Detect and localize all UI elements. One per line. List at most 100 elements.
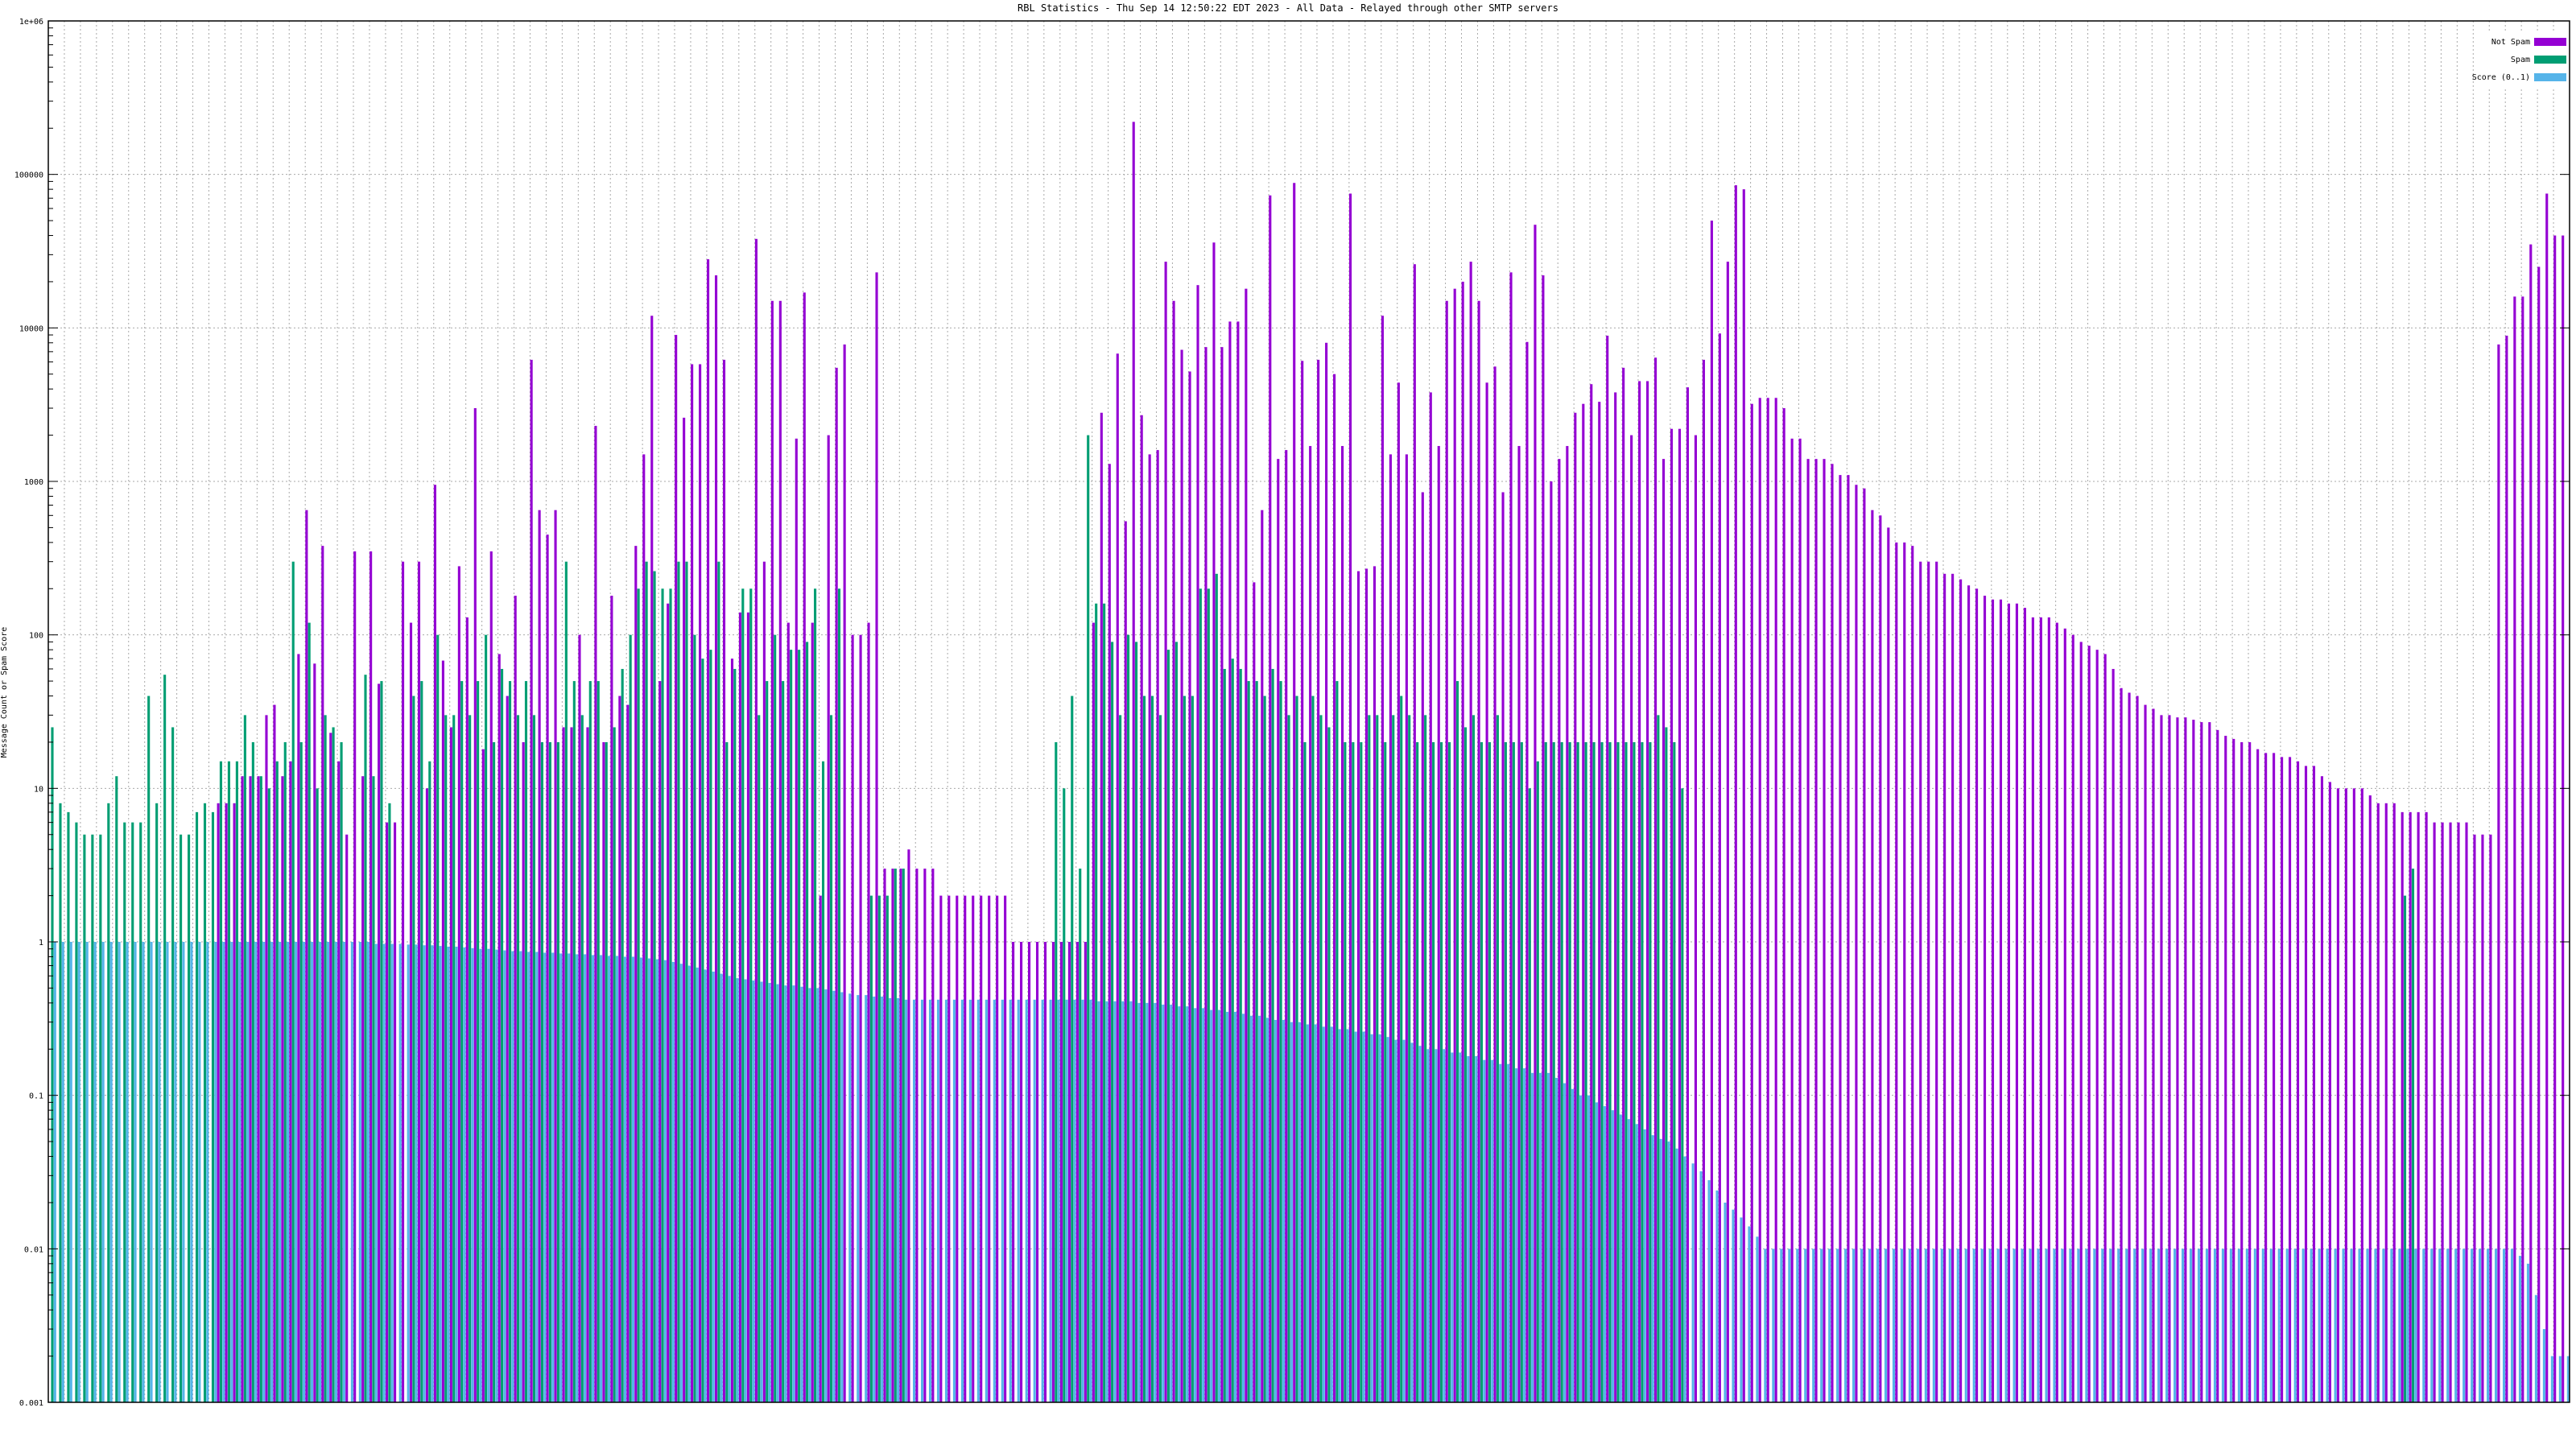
bar-spam (782, 681, 785, 1402)
bar-not-spam (217, 803, 220, 1402)
bar-score (527, 952, 530, 1402)
bar-not-spam (225, 803, 228, 1402)
bar-not-spam (1686, 387, 1690, 1402)
bar-spam (1665, 727, 1668, 1402)
bar-not-spam (1035, 942, 1039, 1402)
bar-not-spam (1582, 403, 1585, 1403)
bar-not-spam (722, 359, 726, 1402)
bar-not-spam (626, 704, 630, 1402)
bar-spam (597, 681, 600, 1402)
bar-spam (1432, 741, 1435, 1402)
bar-score (254, 942, 258, 1402)
bar-not-spam (394, 822, 397, 1402)
bar-score (2334, 1249, 2337, 1402)
bar-not-spam (2505, 335, 2508, 1403)
bar-not-spam (361, 776, 365, 1402)
bar-spam (452, 715, 456, 1402)
bar-score (1186, 1006, 1189, 1402)
bar-not-spam (1012, 942, 1015, 1402)
bar-score (1579, 1095, 1583, 1402)
bar-not-spam (378, 683, 381, 1402)
bar-not-spam (1983, 595, 1987, 1402)
bar-not-spam (1726, 262, 1729, 1402)
bar-spam (1150, 696, 1154, 1402)
bar-not-spam (401, 561, 405, 1402)
bar-not-spam (425, 788, 429, 1402)
bar-not-spam (1309, 446, 1312, 1403)
bar-not-spam (522, 741, 525, 1402)
bar-score (1691, 1163, 1695, 1402)
bar-spam (766, 681, 769, 1402)
bar-spam (251, 741, 254, 1402)
bar-spam (1408, 715, 1411, 1402)
legend-label-spam: Spam (2511, 56, 2530, 64)
bar-score (592, 955, 595, 1402)
bar-score (2085, 1249, 2088, 1402)
bar-spam (91, 834, 94, 1402)
bar-score (889, 997, 892, 1402)
bar-spam (661, 588, 664, 1402)
bar-spam (1592, 741, 1596, 1402)
bar-score (1362, 1031, 1365, 1402)
bar-not-spam (915, 869, 919, 1402)
bar-score (302, 942, 306, 1402)
bar-score (663, 960, 667, 1402)
bar-spam (171, 727, 175, 1402)
bar-spam (1488, 741, 1491, 1402)
bar-spam (469, 715, 472, 1402)
legend-swatch-score (2534, 73, 2566, 81)
bar-not-spam (2248, 741, 2252, 1402)
bar-not-spam (2425, 811, 2428, 1402)
bar-spam (894, 869, 897, 1402)
bar-not-spam (907, 849, 910, 1402)
bar-not-spam (481, 749, 485, 1402)
bar-spam (308, 622, 311, 1402)
bar-score (1475, 1055, 1478, 1402)
bar-not-spam (1381, 316, 1384, 1403)
bar-not-spam (2224, 736, 2227, 1402)
bar-score (2221, 1249, 2224, 1402)
bar-spam (163, 675, 167, 1402)
bar-not-spam (546, 535, 549, 1402)
bar-spam (837, 588, 841, 1402)
bar-not-spam (1092, 622, 1095, 1402)
bar-spam (243, 715, 246, 1402)
bar-score (2390, 1249, 2393, 1402)
bar-not-spam (1204, 347, 1208, 1402)
bar-not-spam (956, 895, 959, 1402)
bar-score (390, 943, 394, 1402)
bar-not-spam (1067, 942, 1071, 1402)
bar-not-spam (2007, 603, 2011, 1402)
bar-score (1515, 1068, 1518, 1402)
bar-score (310, 942, 314, 1402)
bar-score (1732, 1209, 1735, 1402)
bar-score (53, 942, 56, 1402)
bar-score (2229, 1249, 2232, 1402)
bar-not-spam (1027, 942, 1031, 1402)
bar-score (1860, 1249, 1864, 1402)
bar-score (1370, 1034, 1373, 1402)
bar-not-spam (1285, 450, 1288, 1403)
bar-not-spam (1702, 359, 1705, 1402)
bar-spam (1215, 573, 1218, 1403)
bar-score (1443, 1049, 1446, 1402)
bar-score (1402, 1039, 1406, 1402)
bar-not-spam (875, 272, 878, 1402)
bar-spam (1576, 741, 1579, 1402)
bar-score (1539, 1072, 1542, 1402)
bar-not-spam (1333, 374, 1336, 1402)
bar-score (752, 980, 755, 1402)
bar-score (519, 951, 522, 1402)
bar-not-spam (730, 658, 734, 1402)
bar-not-spam (1084, 942, 1087, 1402)
bar-score (2109, 1249, 2112, 1402)
bar-score (342, 942, 345, 1402)
bar-not-spam (1814, 459, 1818, 1403)
bar-score (1980, 1249, 1984, 1402)
bar-not-spam (1734, 185, 1737, 1402)
bar-score (1162, 1004, 1165, 1402)
bar-score (2293, 1249, 2297, 1402)
bar-score (2245, 1249, 2248, 1402)
bar-not-spam (738, 612, 742, 1402)
